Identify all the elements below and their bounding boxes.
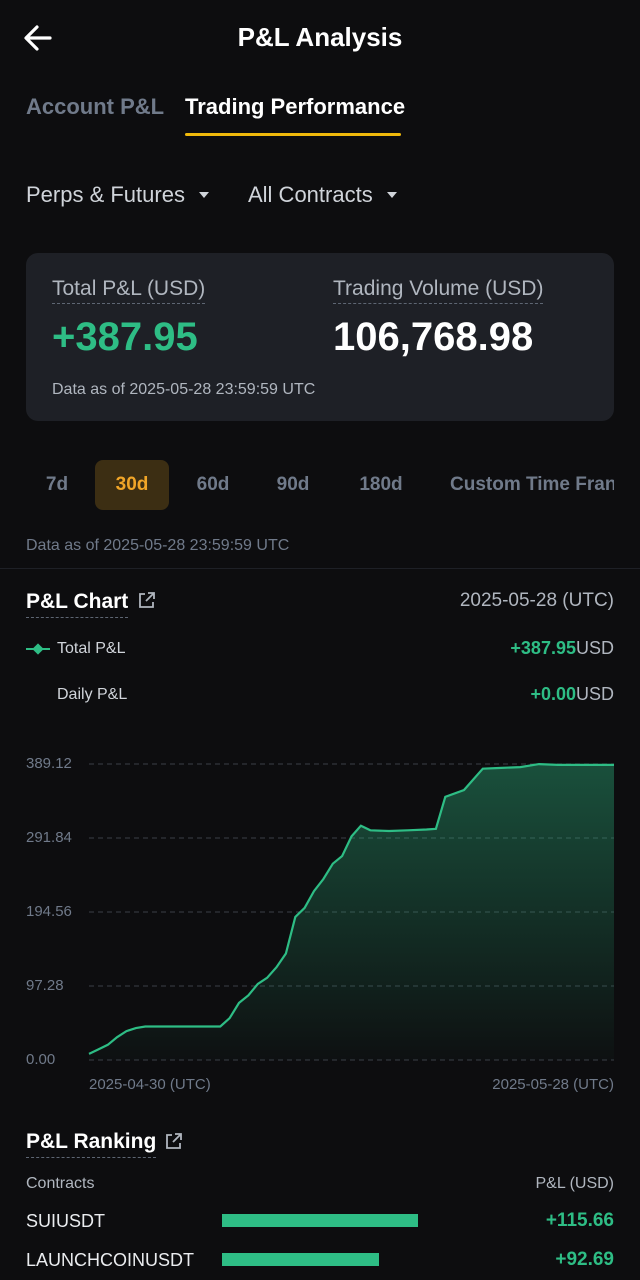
ranking-contract-name[interactable]: LAUNCHCOINUSDT	[26, 1250, 195, 1270]
total-pnl-legend-value: +387.95USD	[510, 638, 614, 659]
total-pnl-label[interactable]: Total P&L (USD)	[52, 277, 206, 304]
trading-volume-value: 106,768.98	[333, 315, 534, 359]
y-tick-label: 291.84	[26, 829, 72, 846]
product-filter-dropdown[interactable]: Perps & Futures	[26, 182, 209, 208]
ranking-pnl-value: +92.69	[555, 1249, 614, 1270]
y-tick-label: 389.12	[26, 755, 72, 772]
pnl-ranking-title[interactable]: P&L Ranking	[26, 1130, 157, 1158]
active-tab-indicator	[185, 133, 401, 136]
ranking-pnl-bar	[222, 1253, 380, 1266]
ranking-pnl-header: P&L (USD)	[535, 1175, 614, 1192]
card-data-timestamp: Data as of 2025-05-28 23:59:59 UTC	[52, 381, 316, 398]
y-tick-label: 0.00	[26, 1051, 56, 1068]
product-filter-label: Perps & Futures	[26, 182, 185, 207]
y-tick-label: 194.56	[26, 903, 72, 920]
x-axis-start-label: 2025-04-30 (UTC)	[89, 1076, 211, 1093]
section-divider	[0, 568, 640, 569]
tab-account-pnl[interactable]: Account P&L	[26, 94, 165, 119]
pnl-chart[interactable]	[0, 740, 640, 1080]
total-pnl-legend-icon	[26, 643, 50, 655]
y-tick-label: 97.28	[26, 977, 64, 994]
page-title: P&L Analysis	[237, 22, 403, 52]
ranking-contracts-header: Contracts	[26, 1175, 95, 1192]
total-pnl-legend-number: +387.95	[510, 638, 576, 658]
range-180d-button[interactable]: 180d	[359, 474, 403, 495]
caret-down-icon	[386, 192, 397, 198]
x-axis-end-label: 2025-05-28 (UTC)	[492, 1076, 614, 1093]
caret-down-icon	[198, 192, 209, 198]
contracts-filter-dropdown[interactable]: All Contracts	[248, 182, 397, 208]
range-90d-button[interactable]: 90d	[276, 474, 310, 495]
range-data-timestamp: Data as of 2025-05-28 23:59:59 UTC	[26, 537, 290, 554]
range-30d-button[interactable]: 30d	[95, 460, 169, 510]
pnl-area-fill	[89, 764, 614, 1060]
trading-volume-label[interactable]: Trading Volume (USD)	[333, 277, 544, 304]
pnl-chart-title[interactable]: P&L Chart	[26, 590, 129, 618]
summary-card	[26, 253, 614, 421]
total-pnl-value: +387.95	[52, 315, 198, 359]
chart-date: 2025-05-28 (UTC)	[459, 590, 614, 611]
daily-pnl-legend-value: +0.00USD	[530, 684, 614, 705]
pnl-series-line	[88, 762, 614, 1055]
ranking-contract-name[interactable]: SUIUSDT	[26, 1211, 106, 1231]
tab-trading-performance[interactable]: Trading Performance	[185, 94, 406, 119]
range-custom-button[interactable]: Custom Time Fran	[450, 474, 614, 495]
range-custom-clip: Custom Time Fran	[436, 460, 614, 510]
ranking-pnl-bar	[222, 1214, 418, 1227]
daily-pnl-legend-number: +0.00	[530, 684, 576, 704]
total-pnl-legend-unit: USD	[575, 638, 614, 658]
daily-pnl-legend-unit: USD	[575, 684, 614, 704]
ranking-pnl-value: +115.66	[545, 1210, 614, 1231]
range-60d-button[interactable]: 60d	[196, 474, 230, 495]
daily-pnl-legend-label: Daily P&L	[57, 686, 128, 703]
external-link-icon[interactable]	[137, 590, 157, 610]
range-7d-button[interactable]: 7d	[45, 474, 69, 495]
arrow-left-icon[interactable]	[22, 22, 54, 54]
contracts-filter-label: All Contracts	[248, 182, 373, 207]
external-link-icon[interactable]	[164, 1131, 184, 1151]
total-pnl-legend-label: Total P&L	[57, 640, 126, 657]
